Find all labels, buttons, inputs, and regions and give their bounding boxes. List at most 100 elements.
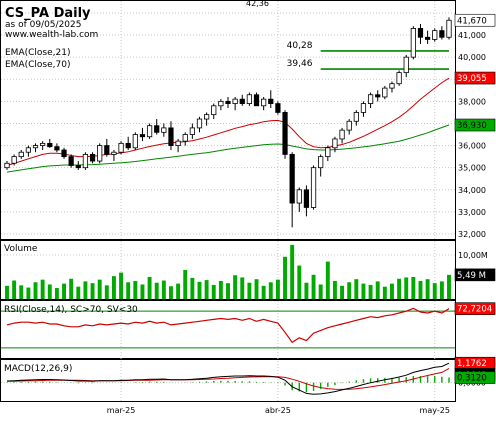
price-tick-label: 41,000 bbox=[458, 31, 486, 40]
candle-body bbox=[410, 28, 416, 58]
candle-body bbox=[146, 125, 153, 138]
candle-body bbox=[339, 129, 345, 140]
candle-body bbox=[225, 100, 231, 104]
ema21-tag: 39,055 bbox=[457, 74, 487, 84]
macd-line bbox=[6, 362, 450, 395]
candle-body bbox=[367, 94, 374, 104]
volume-bar bbox=[33, 282, 38, 299]
chart-title: CS_PA Daily bbox=[5, 6, 91, 21]
ema70-tag: 36,930 bbox=[457, 121, 487, 131]
volume-bar bbox=[5, 285, 9, 299]
volume-tag-box bbox=[454, 268, 496, 282]
candle-body bbox=[211, 105, 217, 116]
volume-bar bbox=[261, 285, 266, 299]
hist-tag: 0,3120 bbox=[457, 373, 487, 383]
candle-body bbox=[289, 154, 295, 204]
volume-bar bbox=[76, 286, 81, 299]
legend-ema21: EMA(Close,21) bbox=[5, 48, 70, 58]
candle-body bbox=[296, 189, 302, 204]
volume-bar bbox=[111, 276, 116, 299]
volume-bar bbox=[169, 286, 173, 299]
volume-bar bbox=[361, 283, 366, 299]
volume-bar bbox=[97, 279, 102, 299]
volume-bar bbox=[147, 277, 152, 299]
candle-body bbox=[425, 36, 431, 40]
candle-body bbox=[332, 138, 338, 149]
candle-body bbox=[104, 145, 110, 155]
legend-ema70: EMA(Close,70) bbox=[5, 60, 70, 70]
price-tick-label: 34,000 bbox=[458, 186, 486, 195]
level-label: 39,46 bbox=[287, 59, 313, 69]
volume-bar bbox=[140, 284, 145, 299]
volume-bar bbox=[368, 284, 373, 299]
candle-body bbox=[196, 118, 203, 129]
ema70-line bbox=[6, 124, 450, 173]
volume-bar bbox=[425, 279, 430, 299]
price-tick-label: 32,000 bbox=[458, 230, 486, 239]
rsi-line bbox=[6, 307, 450, 344]
volume-bar bbox=[218, 280, 223, 299]
candle-body bbox=[268, 98, 274, 104]
volume-bar bbox=[311, 274, 316, 299]
volume-bar bbox=[347, 282, 352, 299]
volume-bar bbox=[382, 286, 387, 299]
price-levels: 40,28 39,46 bbox=[287, 41, 449, 70]
volume-bar bbox=[404, 277, 409, 299]
price-tick-label: 36,000 bbox=[458, 142, 486, 151]
candles bbox=[4, 17, 452, 228]
volume-bar bbox=[90, 283, 95, 299]
candle-body bbox=[204, 114, 210, 120]
ema21-tag-box bbox=[454, 71, 496, 85]
candle-body bbox=[261, 98, 267, 107]
volume-bar bbox=[40, 279, 45, 299]
x-tick-label: may-25 bbox=[420, 406, 450, 415]
ema21-line bbox=[6, 77, 450, 166]
volume-bar bbox=[318, 284, 323, 299]
volume-bar bbox=[375, 281, 380, 299]
candle-body bbox=[18, 151, 24, 158]
candle-body bbox=[253, 94, 260, 107]
candle-body bbox=[75, 165, 81, 169]
volume-bar bbox=[176, 283, 181, 299]
candle-body bbox=[439, 30, 445, 38]
volume-bar bbox=[83, 281, 88, 299]
x-tick-label: abr-25 bbox=[265, 406, 291, 415]
candle-body bbox=[139, 134, 146, 138]
x-tick-label: mar-25 bbox=[107, 406, 136, 415]
candle-body bbox=[89, 154, 96, 162]
candle-body bbox=[318, 156, 324, 169]
candle-body bbox=[346, 120, 352, 131]
price-pane bbox=[0, 0, 456, 240]
volume-bar bbox=[226, 283, 230, 299]
volume-bar bbox=[69, 278, 74, 299]
price-tick-label: 38,000 bbox=[458, 97, 486, 106]
candle-body bbox=[47, 142, 53, 148]
candle-body bbox=[389, 83, 395, 89]
volume-bar bbox=[154, 282, 159, 299]
candle-body bbox=[246, 94, 252, 104]
candle-body bbox=[68, 156, 74, 166]
rsi-pane bbox=[0, 300, 456, 359]
macd-group bbox=[6, 362, 450, 395]
macd-tag: 1,1762 bbox=[457, 359, 487, 369]
candle-body bbox=[125, 142, 131, 149]
candle-body bbox=[446, 19, 452, 38]
candle-body bbox=[11, 156, 17, 164]
hist-tag-box bbox=[454, 371, 496, 384]
candle-body bbox=[54, 146, 60, 151]
candle-body bbox=[310, 167, 317, 208]
volume-bar bbox=[26, 287, 31, 299]
candle-body bbox=[97, 145, 103, 162]
candle-body bbox=[111, 151, 117, 155]
volume-bar bbox=[340, 285, 345, 299]
candle-body bbox=[182, 134, 188, 142]
candle-body bbox=[218, 100, 224, 107]
candle-body bbox=[25, 147, 31, 153]
volume-bar bbox=[204, 280, 209, 299]
volume-bars bbox=[5, 244, 451, 299]
volume-bar bbox=[254, 279, 259, 299]
volume-bar bbox=[233, 275, 238, 299]
